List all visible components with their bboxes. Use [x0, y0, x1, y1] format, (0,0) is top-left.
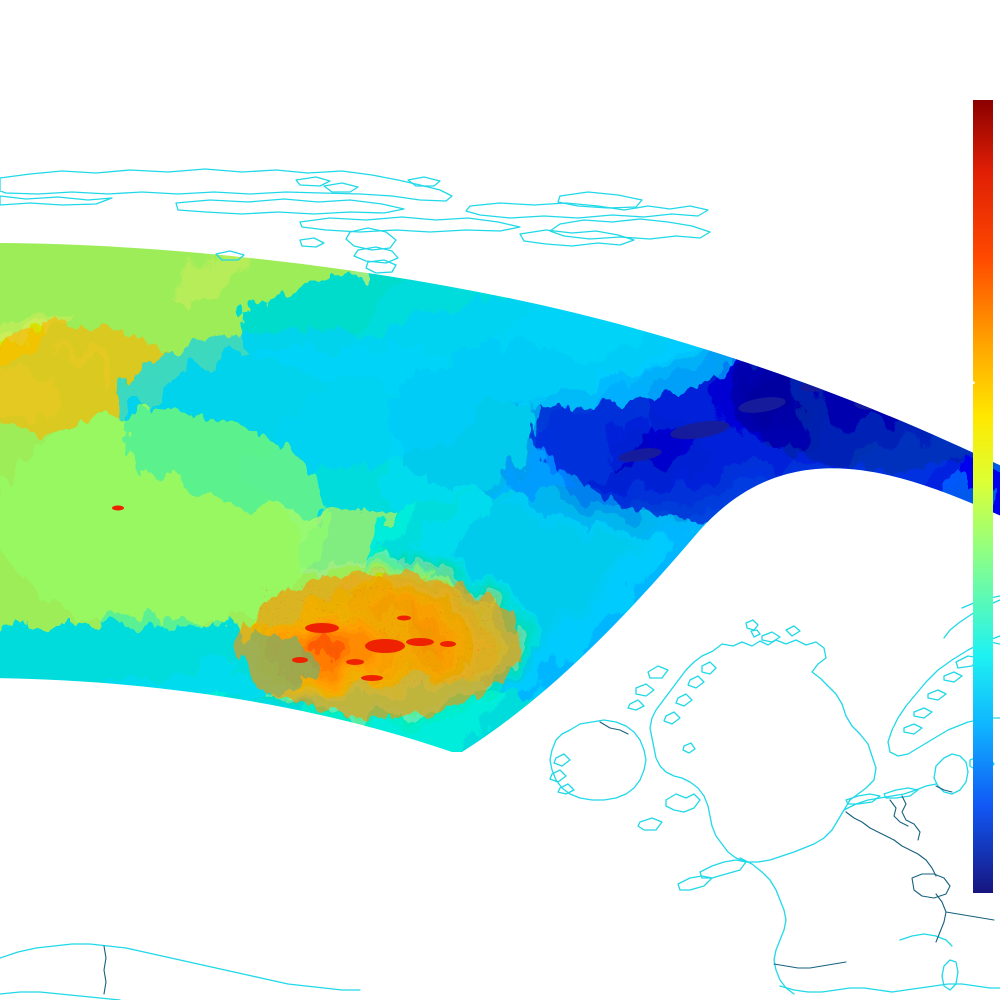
coastline-benelux	[843, 783, 937, 811]
hotspot-cores	[112, 505, 456, 681]
coastline-ireland	[549, 719, 647, 801]
coastline-france-mediterranean	[779, 983, 1000, 993]
colorbar-tick-label: 227.4	[891, 359, 977, 396]
coastline-corsica	[941, 959, 959, 991]
coastline-france-atlantic	[739, 857, 795, 995]
coastline-denmark	[933, 753, 969, 795]
coastline-faroe	[745, 619, 759, 631]
coastline-spain	[0, 943, 361, 991]
hotspot-speckle	[270, 590, 490, 680]
coastline-norway	[887, 635, 1000, 757]
coastlines	[0, 168, 1000, 1000]
country-borders	[103, 721, 995, 995]
coastline-great-britain	[649, 639, 877, 863]
colorbar[interactable]	[973, 100, 993, 893]
